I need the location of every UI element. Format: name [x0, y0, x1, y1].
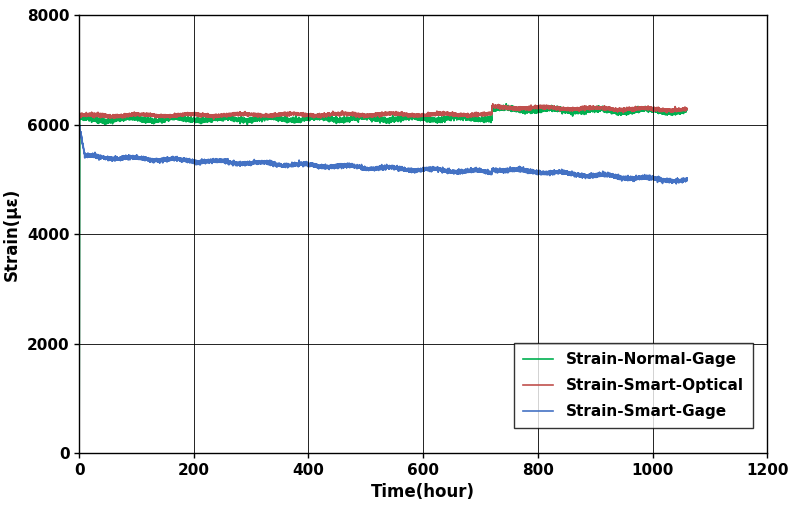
Line: Strain-Normal-Gage: Strain-Normal-Gage [79, 104, 687, 451]
Strain-Smart-Gage [74, 122, 84, 128]
Strain-Smart-Optical [294, 111, 304, 117]
Strain-Smart-Gage [558, 170, 567, 177]
Strain-Normal-Gage [501, 100, 511, 107]
Strain-Smart-Gage [682, 175, 691, 181]
Strain-Normal-Gage [105, 116, 115, 123]
Strain-Normal-Gage [294, 115, 304, 122]
Strain-Smart-Gage [434, 166, 444, 172]
Strain-Smart-Gage [105, 156, 115, 162]
Strain-Normal-Gage [558, 111, 567, 117]
Strain-Smart-Gage [294, 163, 304, 169]
Strain-Normal-Gage [74, 448, 84, 454]
Y-axis label: Strain(με): Strain(με) [3, 187, 21, 281]
Strain-Normal-Gage [525, 106, 535, 112]
Strain-Normal-Gage [434, 114, 444, 121]
Legend: Strain-Normal-Gage, Strain-Smart-Optical, Strain-Smart-Gage: Strain-Normal-Gage, Strain-Smart-Optical… [513, 344, 753, 428]
X-axis label: Time(hour): Time(hour) [371, 484, 475, 502]
Strain-Smart-Optical [488, 101, 498, 107]
Strain-Smart-Optical [74, 112, 84, 118]
Strain-Smart-Optical [525, 106, 535, 112]
Strain-Smart-Optical [105, 113, 115, 119]
Strain-Normal-Gage [460, 112, 470, 118]
Strain-Smart-Optical [558, 107, 567, 113]
Strain-Smart-Gage [525, 169, 535, 175]
Strain-Smart-Gage [460, 168, 470, 174]
Line: Strain-Smart-Optical: Strain-Smart-Optical [79, 104, 687, 119]
Strain-Smart-Optical [434, 111, 444, 117]
Strain-Smart-Gage [672, 181, 681, 187]
Line: Strain-Smart-Gage: Strain-Smart-Gage [79, 125, 687, 184]
Strain-Smart-Optical [460, 113, 470, 119]
Strain-Smart-Optical [682, 106, 691, 112]
Strain-Normal-Gage [682, 107, 691, 113]
Strain-Smart-Optical [209, 116, 218, 122]
